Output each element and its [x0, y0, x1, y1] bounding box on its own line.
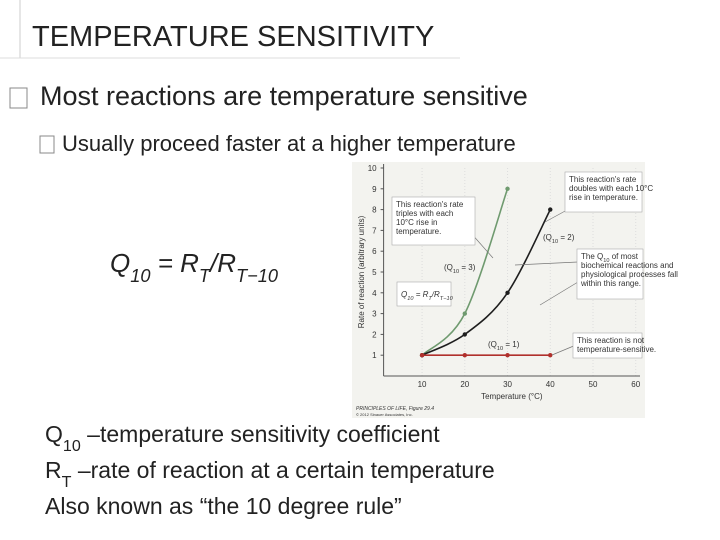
- x-tick-label: 10: [418, 380, 427, 389]
- rich-text: The Q10 of most: [581, 252, 639, 264]
- subscript: T−10: [236, 266, 278, 286]
- text-part: Also known as “the 10 degree rule”: [45, 493, 402, 519]
- bullet: Most reactions are temperature sensitive: [40, 81, 528, 111]
- y-tick-label: 8: [372, 206, 377, 215]
- y-axis-label: Rate of reaction (arbitrary units): [357, 215, 366, 328]
- note-arrow: [514, 261, 579, 266]
- slide-title: TEMPERATURE SENSITIVITY: [32, 21, 434, 53]
- text-part: The Q: [581, 252, 603, 261]
- x-tick-label: 50: [589, 380, 598, 389]
- note-line: biochemical reactions and: [581, 261, 674, 270]
- subscript: 10: [63, 437, 81, 455]
- note-line: physiological processes fall: [581, 270, 678, 279]
- note-line: This reaction is not: [577, 336, 645, 345]
- note-box: [564, 171, 643, 213]
- text-part: –rate of reaction at a certain temperatu…: [71, 457, 494, 483]
- series-line: [421, 209, 551, 356]
- note-box: [572, 332, 643, 359]
- x-tick-label: 30: [503, 380, 512, 389]
- caption: PRINCIPLES OF LIFE, Figure 29.4: [356, 406, 434, 412]
- y-tick-label: 5: [372, 268, 377, 277]
- text-part: Q: [45, 421, 63, 447]
- y-tick-label: 7: [372, 226, 377, 235]
- text-part: (Q: [543, 233, 552, 242]
- text-part: = R: [150, 248, 198, 278]
- note-arrow: [539, 281, 579, 306]
- subscript: T: [199, 266, 212, 286]
- credit: © 2012 Sinauer Associates, Inc.: [356, 412, 413, 417]
- text-part: (Q: [488, 340, 497, 349]
- subscript: 10: [130, 266, 150, 286]
- text-part: of most: [609, 252, 638, 261]
- rich-text: Q10 = RT/RT−10: [110, 248, 278, 286]
- subscript: 10: [497, 346, 503, 352]
- rich-text: Q10 = RT/RT−10: [401, 290, 454, 302]
- rich-text: Q10 –temperature sensitivity coefficient: [45, 421, 440, 455]
- text-part: = 3): [459, 263, 476, 272]
- text-part: /R: [431, 290, 440, 299]
- series-line: [421, 188, 509, 356]
- text-part: = R: [413, 290, 428, 299]
- text-part: = 2): [558, 233, 575, 242]
- text-part: Q: [110, 248, 130, 278]
- point: [462, 353, 467, 358]
- note-line: 10°C rise in: [396, 218, 437, 227]
- y-tick-label: 2: [372, 330, 377, 339]
- text-part: (Q: [444, 263, 453, 272]
- point: [462, 311, 467, 316]
- point: [505, 353, 510, 358]
- note-line: triples with each: [396, 209, 453, 218]
- subscript: 10: [407, 296, 414, 302]
- x-tick-label: 20: [460, 380, 469, 389]
- rich-text: RT –rate of reaction at a certain temper…: [45, 457, 495, 491]
- figure: 10 20 30 40 50 60 1 2 3 4 5 6 7 8 9 10 Temperature (°C) R…: [352, 162, 678, 418]
- y-tick-label: 10: [368, 164, 377, 173]
- point: [548, 207, 553, 212]
- y-tick-label: 9: [372, 185, 377, 194]
- y-tick-label: 3: [372, 310, 377, 319]
- note-line: within this range.: [580, 279, 641, 288]
- point: [548, 353, 553, 358]
- y-tick-label: 1: [372, 351, 377, 360]
- note-line: rise in temperature.: [569, 193, 638, 202]
- rich-text: Also known as “the 10 degree rule”: [45, 493, 402, 519]
- note-line: temperature.: [396, 227, 441, 236]
- bullet-box: [39, 135, 55, 154]
- text-part: R: [45, 457, 62, 483]
- x-tick-label: 40: [546, 380, 555, 389]
- bullet-box: [9, 87, 28, 109]
- subbullet: Usually proceed faster at a higher tempe…: [62, 131, 516, 156]
- subscript: 10: [552, 239, 558, 245]
- text-part: = 1): [503, 340, 520, 349]
- subscript: 10: [453, 269, 459, 275]
- note-box: [576, 248, 644, 300]
- rich-text: (Q10 = 1): [488, 340, 520, 352]
- formula-box: [396, 281, 452, 307]
- note-line: temperature-sensitive.: [577, 345, 656, 354]
- point: [505, 290, 510, 295]
- y-tick-label: 4: [372, 289, 377, 298]
- subscript: T: [62, 473, 72, 491]
- y-tick-label: 6: [372, 247, 377, 256]
- subscript: T: [428, 296, 432, 302]
- note-line: This reaction's rate: [396, 200, 464, 209]
- point: [419, 353, 425, 358]
- text-part: Q: [401, 290, 407, 299]
- note-arrow: [551, 344, 577, 356]
- note-box: [391, 196, 476, 246]
- note-line: doubles with each 10°C: [569, 184, 653, 193]
- subscript: T−10: [440, 296, 454, 302]
- note-line: This reaction's rate: [569, 175, 637, 184]
- text-part: /R: [208, 248, 236, 278]
- text-part: –temperature sensitivity coefficient: [81, 421, 440, 447]
- x-tick-label: 60: [631, 380, 640, 389]
- rich-text: (Q10 = 2): [543, 233, 575, 245]
- point: [462, 332, 467, 337]
- subscript: 10: [603, 258, 609, 264]
- x-axis-label: Temperature (°C): [481, 392, 543, 401]
- point: [505, 186, 510, 191]
- rich-text: (Q10 = 3): [444, 263, 476, 275]
